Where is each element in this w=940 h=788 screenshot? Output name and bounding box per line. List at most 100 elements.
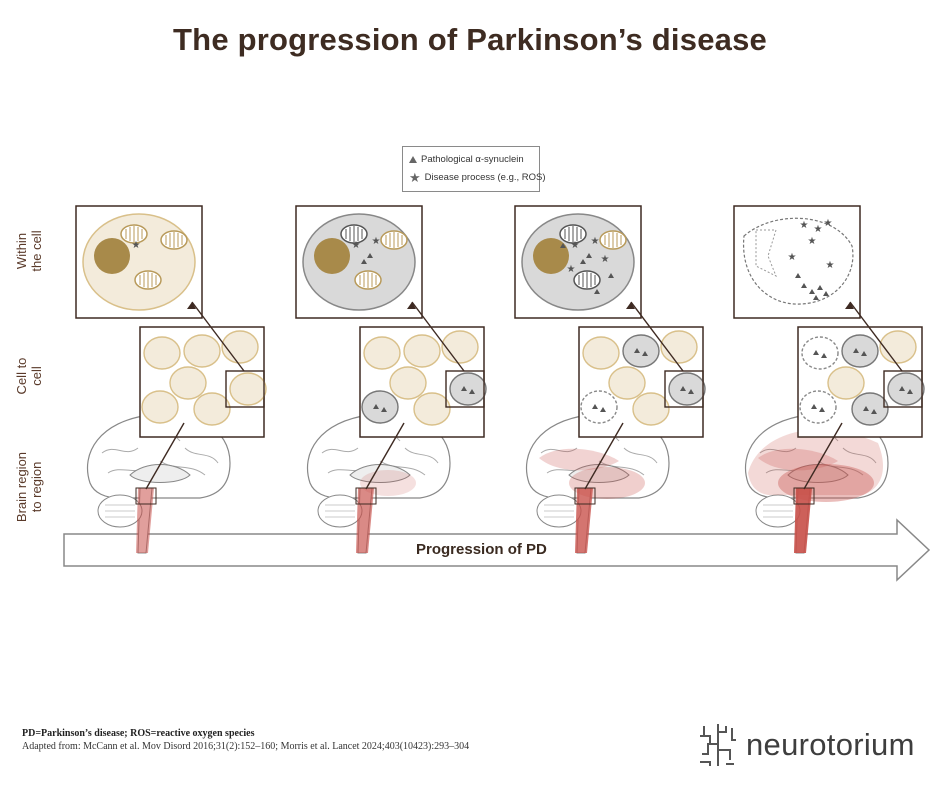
neuron-cell [632, 392, 670, 426]
synuclein-mark [899, 386, 905, 391]
cell-zoom-box [445, 370, 485, 408]
synuclein-mark [795, 273, 801, 278]
mitochondrion [380, 230, 408, 250]
ros-star: ★ [372, 236, 381, 247]
legend-item-disease: ★ Disease process (e.g., ROS) [409, 169, 546, 185]
mitochondrion [599, 230, 627, 250]
star-icon: ★ [409, 169, 421, 185]
neuron-cell [169, 366, 207, 400]
nucleus [94, 238, 130, 274]
zoom-arrow [803, 422, 843, 490]
synuclein-mark [594, 289, 600, 294]
progression-arrow [63, 518, 931, 582]
neuron-cell [143, 336, 181, 370]
synuclein-mark [823, 291, 829, 296]
stage-2: ★ ★ [295, 205, 487, 554]
ros-star: ★ [132, 240, 141, 251]
synuclein-mark [367, 253, 373, 258]
synuclein-mark [801, 283, 807, 288]
zoom-arrow [191, 301, 245, 372]
neuron-cell [389, 366, 427, 400]
stage-4: ★ ★★★★★ [733, 205, 925, 554]
midbrain-lesion [360, 470, 416, 496]
ros-star: ★ [826, 260, 835, 271]
synuclein-mark [861, 351, 867, 356]
neuron-cell [851, 392, 889, 426]
neuron-cell [229, 372, 267, 406]
zoom-arrow [365, 422, 405, 490]
synuclein-mark [853, 348, 859, 353]
within-panel: ★ ★★★★★ [733, 205, 861, 319]
legend: Pathological α-synuclein ★ Disease proce… [402, 146, 546, 192]
cell-panel [578, 326, 706, 438]
synuclein-mark [634, 348, 640, 353]
ros-star: ★ [591, 236, 600, 247]
synuclein-mark [560, 243, 566, 248]
within-panel: ★ [75, 205, 203, 319]
mitochondrion [134, 270, 162, 290]
cortex-lesion [748, 429, 883, 495]
row-label-within: Within the cell [14, 230, 44, 272]
synuclein-mark [680, 386, 686, 391]
synuclein-mark [819, 407, 825, 412]
synuclein-mark [586, 253, 592, 258]
footnote-abbrev: PD=Parkinson’s disease; ROS=reactive oxy… [22, 728, 255, 739]
degraded-nucleus [755, 229, 777, 278]
ros-star: ★ [808, 236, 817, 247]
neuron-cell [801, 336, 839, 370]
synuclein-mark [461, 386, 467, 391]
zoom-arrow [411, 301, 465, 372]
synuclein-mark [600, 407, 606, 412]
synuclein-mark [907, 389, 913, 394]
triangle-icon [409, 156, 417, 163]
ros-star: ★ [352, 240, 361, 251]
ros-star: ★ [601, 254, 610, 265]
neuron-cell [183, 334, 221, 368]
brand-name: neurotorium [746, 727, 915, 762]
arrow-icon [626, 302, 635, 309]
neuron-cell [660, 330, 698, 364]
cell-zoom-box [883, 370, 923, 408]
stage-3: ★ ★★★ [514, 205, 706, 554]
neuron-cell [580, 390, 618, 424]
mitochondrion [573, 270, 601, 290]
zoom-arrow [630, 301, 684, 372]
synuclein-mark [381, 407, 387, 412]
neuron-cell [799, 390, 837, 424]
neuron-cell [361, 390, 399, 424]
neuron-cell [449, 372, 487, 406]
synuclein-mark [863, 406, 869, 411]
ros-star: ★ [788, 252, 797, 263]
ros-star: ★ [800, 220, 809, 231]
mitochondrion [354, 270, 382, 290]
cell-panel [139, 326, 267, 438]
neuron-cell [403, 334, 441, 368]
neuron-cell [827, 366, 865, 400]
synuclein-mark [813, 295, 819, 300]
zoom-arrow [849, 301, 903, 372]
footnote-source: Adapted from: McCann et al. Mov Disord 2… [22, 741, 470, 752]
synuclein-mark [592, 404, 598, 409]
stage-1: ★ [75, 205, 267, 554]
synuclein-mark [811, 404, 817, 409]
arrow-icon [845, 302, 854, 309]
synuclein-mark [373, 404, 379, 409]
synuclein-mark [469, 389, 475, 394]
progression-label: Progression of PD [416, 541, 547, 558]
neuron-cell [887, 372, 925, 406]
neuron-cell [879, 330, 917, 364]
synuclein-mark [361, 259, 367, 264]
neuron-cell [582, 336, 620, 370]
within-panel: ★ ★★★ [514, 205, 642, 319]
cell-panel [797, 326, 925, 438]
logo-icon [700, 724, 736, 766]
ros-star: ★ [571, 240, 580, 251]
degraded-cell [742, 217, 854, 305]
neuron-cell [363, 336, 401, 370]
zoom-arrow [584, 422, 624, 490]
ros-star: ★ [567, 264, 576, 275]
synuclein-mark [642, 351, 648, 356]
brain-illustration [744, 413, 889, 554]
synuclein-mark [817, 285, 823, 290]
